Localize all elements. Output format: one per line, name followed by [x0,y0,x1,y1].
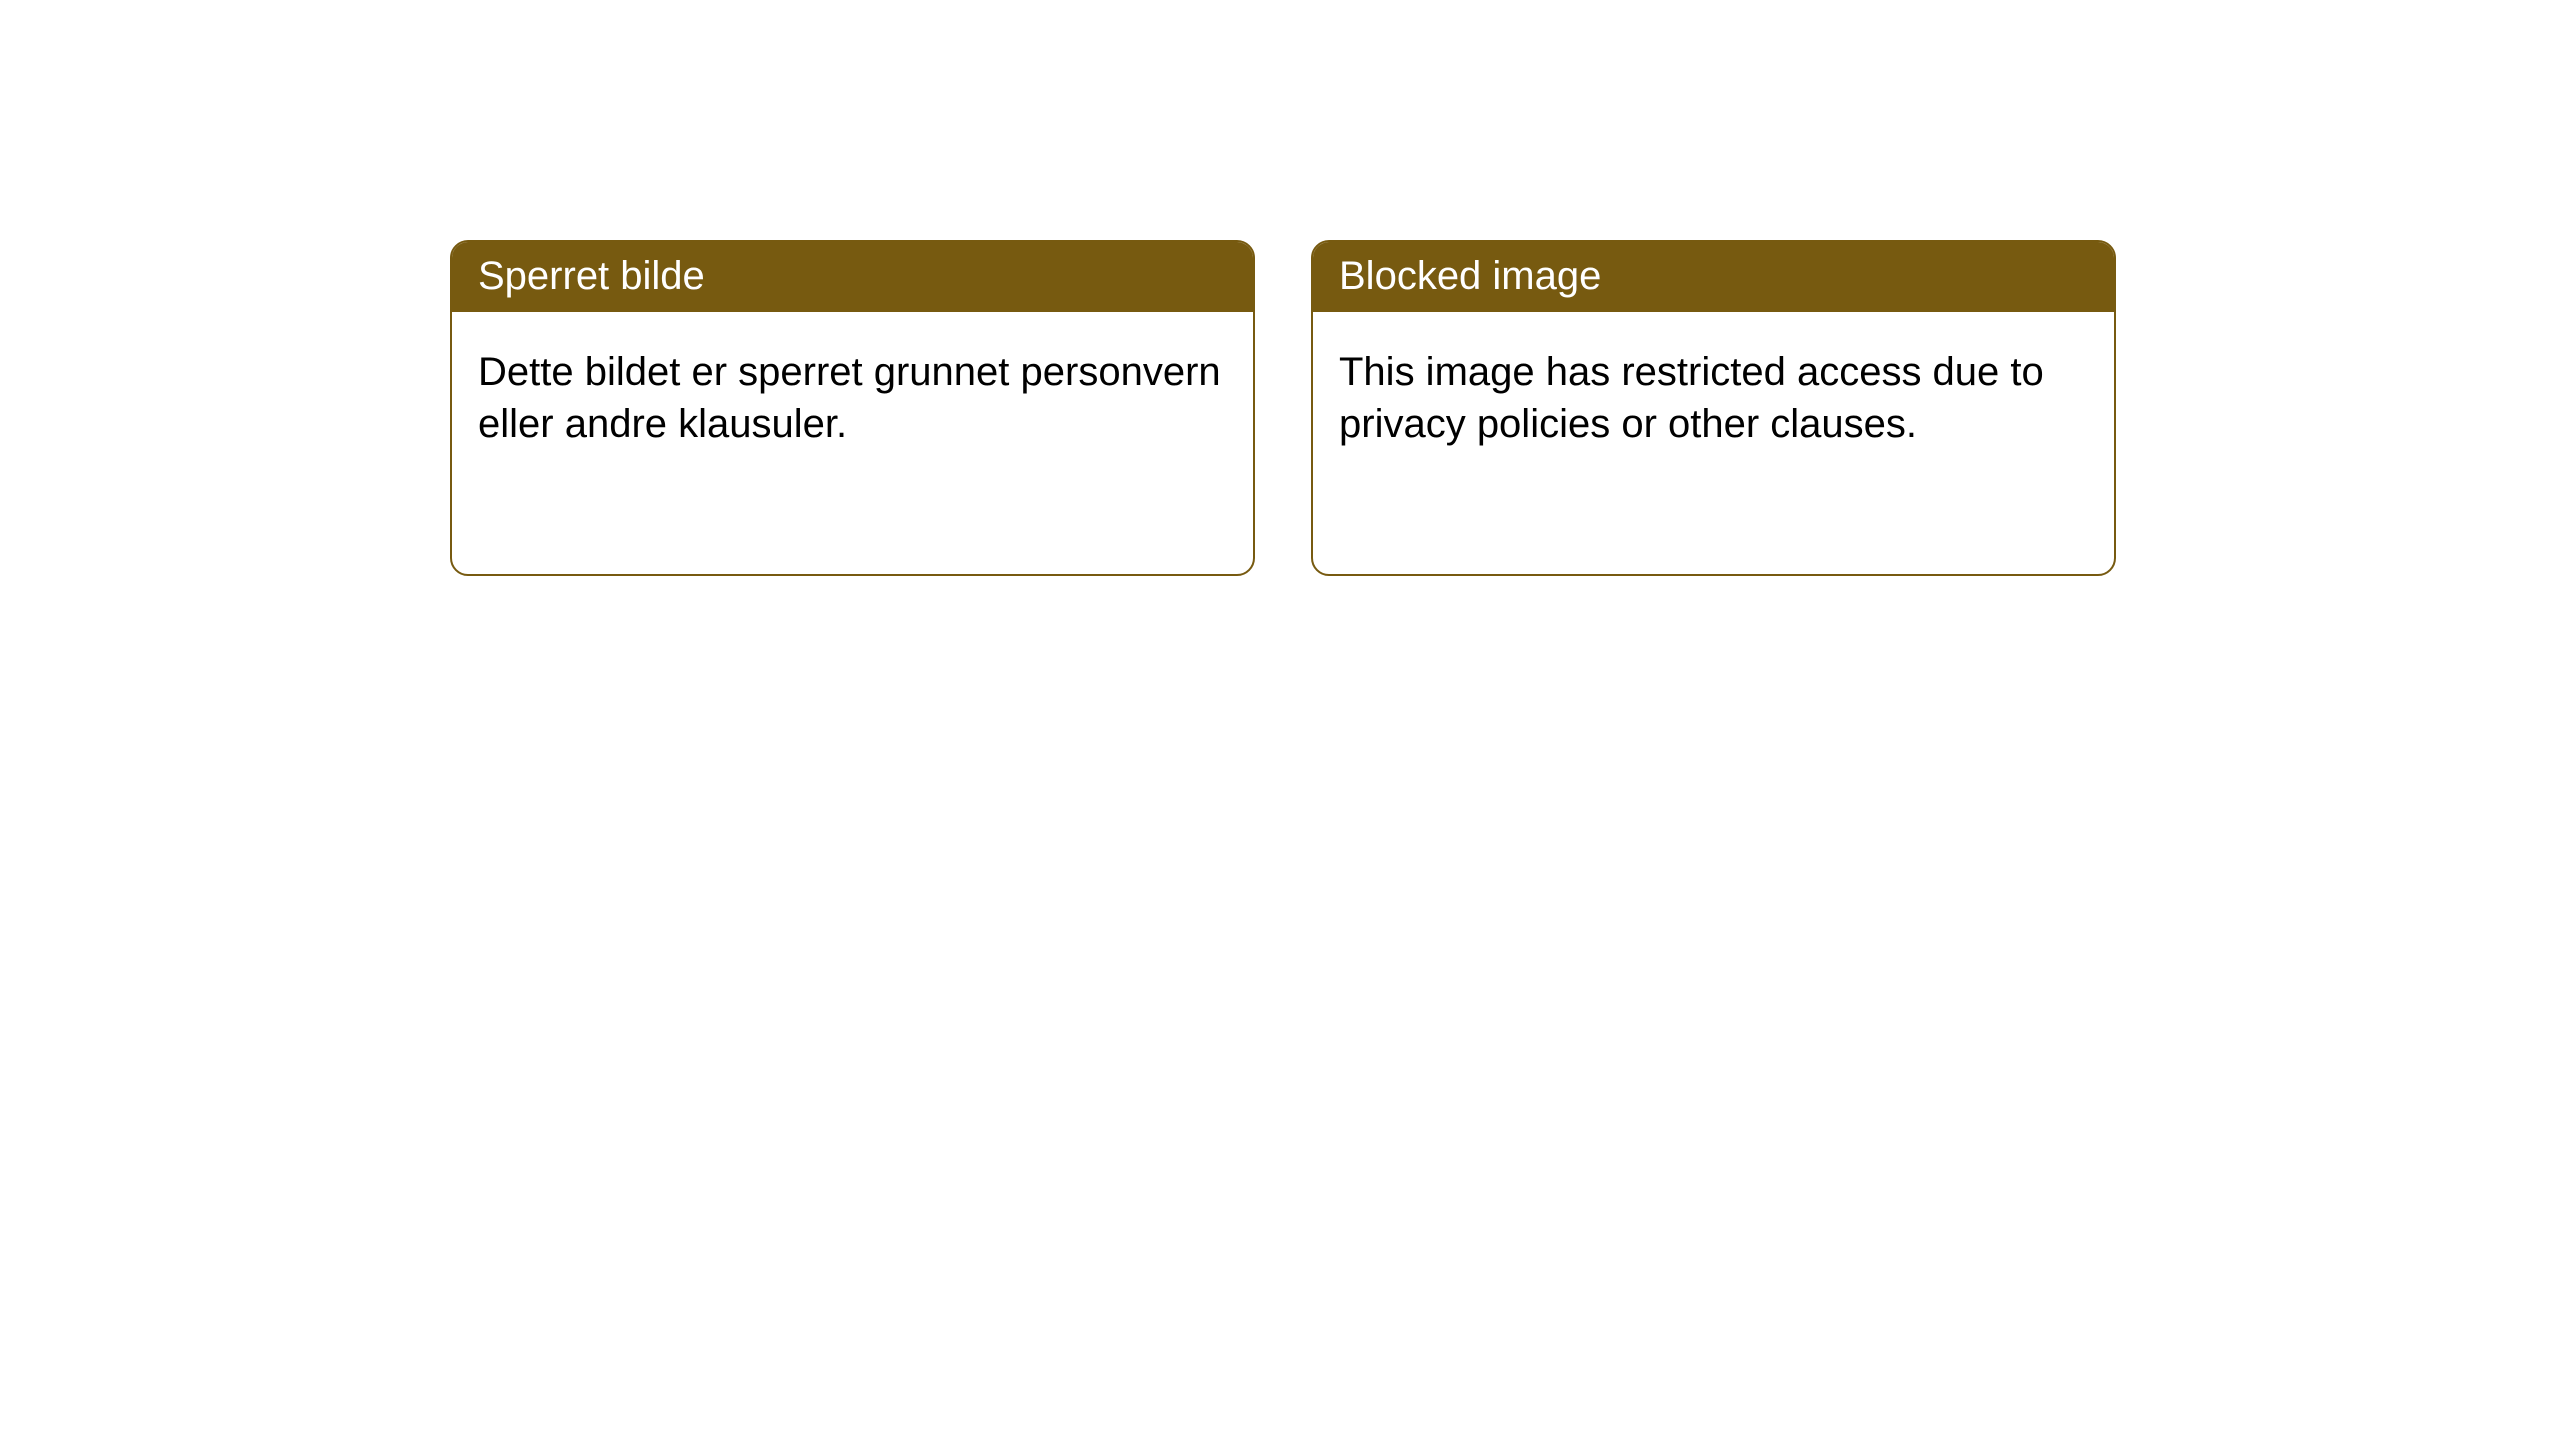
notice-body-english: This image has restricted access due to … [1313,312,2114,480]
notice-card-norwegian: Sperret bilde Dette bildet er sperret gr… [450,240,1255,576]
notice-title-norwegian: Sperret bilde [452,242,1253,312]
notice-card-english: Blocked image This image has restricted … [1311,240,2116,576]
notice-title-english: Blocked image [1313,242,2114,312]
notice-body-norwegian: Dette bildet er sperret grunnet personve… [452,312,1253,480]
notice-container: Sperret bilde Dette bildet er sperret gr… [450,240,2116,576]
